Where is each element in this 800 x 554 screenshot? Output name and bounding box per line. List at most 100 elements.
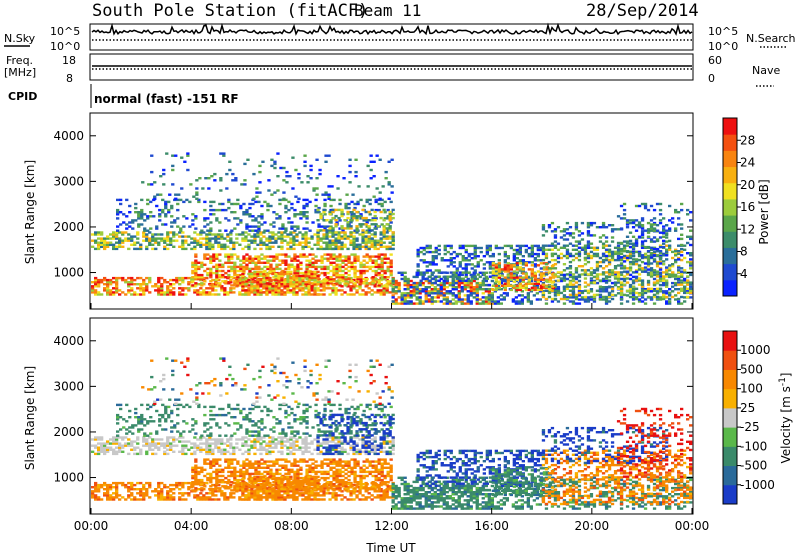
power-cell: [389, 263, 393, 266]
power-cell: [344, 284, 348, 287]
power-cell: [364, 237, 368, 240]
power-cell: [515, 266, 519, 269]
power-cell: [251, 278, 255, 281]
power-cell: [631, 281, 636, 285]
power-cell: [658, 245, 663, 249]
power-cell: [112, 287, 116, 290]
power-cell: [475, 288, 479, 291]
power-cell: [443, 259, 447, 262]
power-cell: [674, 208, 678, 212]
velocity-cell: [103, 446, 107, 449]
power-cell: [550, 254, 555, 258]
power-cell: [454, 271, 458, 274]
power-cell: [428, 261, 432, 264]
power-cell: [206, 223, 210, 226]
power-cell: [298, 241, 302, 244]
velocity-cell: [199, 448, 203, 451]
power-cell: [329, 261, 333, 264]
power-cell: [370, 245, 374, 248]
power-cell: [320, 265, 324, 269]
power-cell: [190, 247, 194, 251]
power-cell: [364, 210, 368, 214]
power-cell: [649, 290, 654, 293]
power-cell: [589, 295, 594, 299]
power-cell: [349, 221, 353, 224]
power-cell: [256, 278, 260, 282]
power-cell: [649, 229, 654, 232]
power-cell: [440, 259, 444, 262]
power-cell: [277, 235, 281, 238]
power-cell: [412, 292, 416, 295]
power-cell: [371, 265, 375, 269]
power-cell: [194, 269, 198, 273]
power-cell: [163, 241, 167, 244]
velocity-cell: [145, 450, 149, 453]
power-cell: [373, 285, 377, 288]
power-cell: [610, 273, 615, 276]
power-cell: [658, 262, 663, 265]
power-cell: [604, 256, 609, 260]
power-cell: [248, 284, 252, 287]
power-cell: [521, 268, 525, 271]
power-cell: [217, 245, 221, 248]
power-cell: [139, 289, 143, 292]
power-cell: [182, 225, 186, 228]
power-cell: [325, 229, 329, 232]
velocity-cell: [142, 444, 146, 447]
power-cell: [193, 231, 197, 234]
power-cell: [580, 269, 585, 272]
power-cell: [287, 208, 291, 212]
velocity-cell: [145, 444, 149, 447]
power-cell: [374, 265, 378, 269]
power-cell: [355, 247, 359, 251]
power-cell: [106, 291, 110, 294]
power-cell: [637, 283, 642, 286]
power-cell: [457, 294, 461, 297]
power-cell: [631, 289, 636, 292]
power-cell: [640, 270, 645, 273]
colorbar-swatch: [723, 263, 737, 281]
power-cell: [409, 283, 413, 287]
power-cell: [322, 233, 326, 236]
power-cell: [334, 293, 338, 296]
power-cell: [178, 276, 182, 280]
power-cell: [466, 298, 470, 301]
power-cell: [680, 258, 684, 262]
power-cell: [350, 265, 354, 269]
power-cell: [181, 245, 185, 248]
power-cell: [589, 279, 594, 283]
power-cell: [305, 204, 309, 208]
power-cell: [530, 282, 534, 285]
power-cell: [464, 269, 468, 272]
power-cell: [655, 295, 660, 299]
power-cell: [297, 197, 301, 200]
power-cell: [164, 204, 168, 208]
power-cell: [116, 217, 120, 220]
power-cell: [589, 267, 594, 270]
power-cell: [177, 193, 181, 196]
power-cell: [461, 279, 465, 282]
velocity-cell: [253, 442, 257, 445]
velocity-cell: [193, 442, 197, 445]
power-cell: [610, 252, 615, 256]
power-cell: [475, 277, 479, 281]
velocity-cell: [160, 442, 164, 445]
power-cell: [118, 231, 122, 234]
power-cell: [482, 277, 486, 280]
power-cell: [194, 271, 198, 275]
power-cell: [397, 281, 401, 285]
power-cell: [235, 241, 239, 244]
power-cell: [616, 254, 621, 258]
power-cell: [169, 237, 173, 240]
power-cell: [139, 243, 143, 246]
power-cell: [163, 237, 167, 240]
velocity-cell: [226, 438, 230, 441]
power-cell: [577, 275, 582, 278]
power-cell: [671, 263, 675, 266]
power-cell: [359, 269, 363, 273]
power-cell: [680, 279, 684, 282]
power-cell: [359, 198, 363, 202]
power-cell: [544, 263, 549, 266]
power-cell: [481, 296, 485, 299]
power-cell: [640, 230, 645, 233]
